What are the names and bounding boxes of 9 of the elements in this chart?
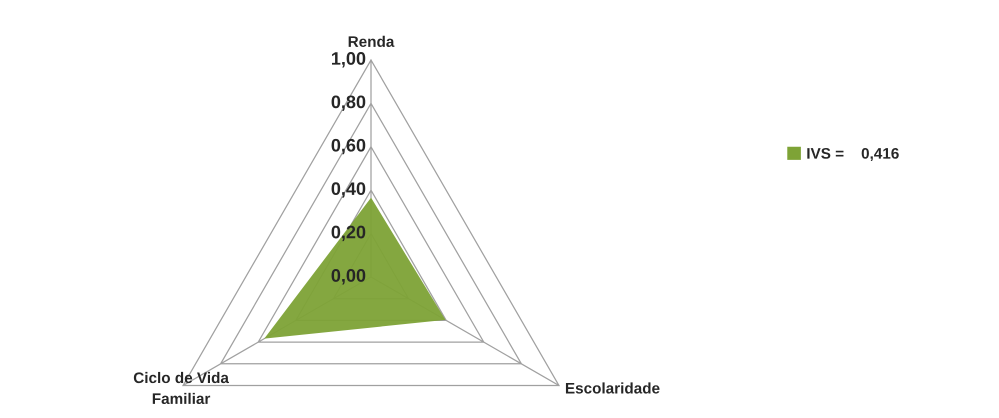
spoke-label: Ciclo de Vida Familiar: [134, 372, 230, 404]
spoke-label: Renda: [348, 36, 394, 47]
y-tick-label: 0,60: [332, 138, 366, 154]
legend-label: IVS = 0,416: [807, 148, 899, 162]
y-tick-label: 0,80: [332, 95, 366, 111]
spoke-label: Escolaridade: [566, 382, 660, 394]
y-tick-label: 1,00: [332, 52, 366, 68]
y-tick-label: 0,40: [332, 182, 366, 198]
y-tick-label: 0,00: [332, 269, 366, 284]
